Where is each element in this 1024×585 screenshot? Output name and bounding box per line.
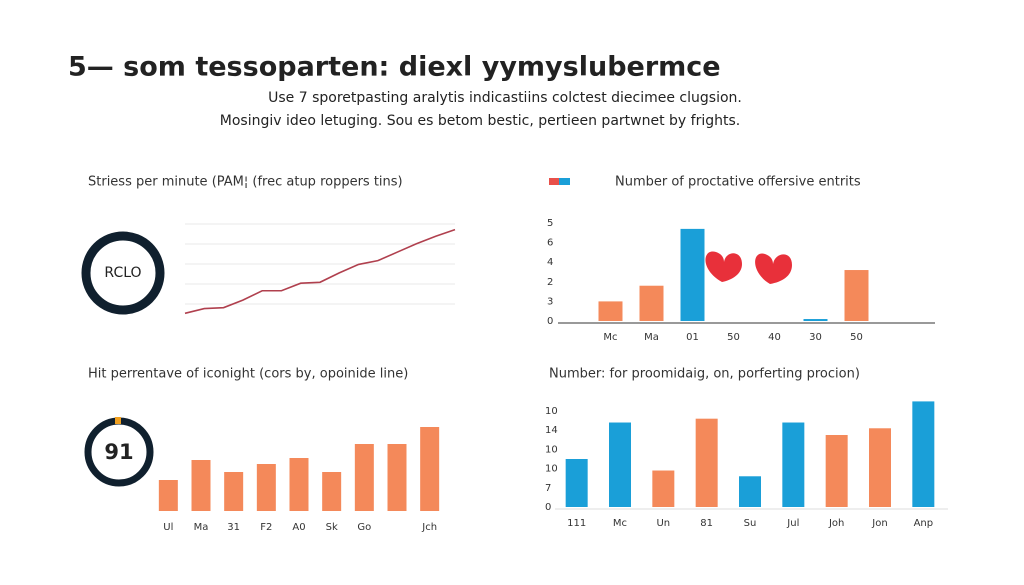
y-tick-label: 14 xyxy=(545,425,558,436)
x-tick-label: Mc xyxy=(613,518,627,529)
bar xyxy=(869,428,891,507)
bar xyxy=(598,301,623,321)
x-tick-label: Jon xyxy=(871,518,887,529)
bar xyxy=(639,285,664,321)
y-tick-label: 7 xyxy=(545,483,551,494)
bar xyxy=(289,458,309,511)
bar xyxy=(680,228,705,321)
x-tick-label: Jch xyxy=(421,522,437,533)
bar xyxy=(782,422,805,507)
bar xyxy=(844,270,869,321)
x-tick-label: 50 xyxy=(727,332,740,343)
x-tick-label: 31 xyxy=(227,522,240,533)
chart-title: Number: for proomidaig, on, porferting p… xyxy=(549,367,860,382)
y-tick-label: 6 xyxy=(547,238,553,249)
legend-swatch xyxy=(559,178,570,185)
bar xyxy=(322,472,342,511)
y-tick-label: 0 xyxy=(547,316,553,327)
x-tick-label: Ma xyxy=(644,332,659,343)
y-tick-label: 4 xyxy=(547,257,553,268)
y-tick-label: 0 xyxy=(545,502,551,513)
bar xyxy=(224,472,244,511)
gauge-label: RCLO xyxy=(104,265,141,281)
x-tick-label: Joh xyxy=(828,518,844,529)
chart-title: Number of proctative offersive entrits xyxy=(615,175,861,190)
bar xyxy=(803,319,828,321)
bar xyxy=(609,422,631,507)
bar xyxy=(387,444,407,511)
bar xyxy=(354,444,374,511)
x-tick-label: A0 xyxy=(292,522,305,533)
x-tick-label: F2 xyxy=(260,522,272,533)
gauge-accent xyxy=(115,417,121,424)
decor-blob xyxy=(705,251,742,282)
bar xyxy=(420,427,440,511)
bar xyxy=(256,464,276,511)
x-tick-label: Jul xyxy=(786,518,799,529)
x-tick-label: Anp xyxy=(914,518,934,529)
bar xyxy=(158,480,178,511)
bar xyxy=(825,435,848,507)
page-title: 5— som tessoparten: diexl yymyslubermce xyxy=(68,52,721,83)
y-tick-label: 5 xyxy=(547,218,553,229)
bar xyxy=(739,476,761,507)
subtitle: Use 7 sporetpasting aralytis indicastiin… xyxy=(268,90,742,106)
legend-swatch xyxy=(549,178,559,185)
subtitle: Mosingiv ideo letuging. Sou es betom bes… xyxy=(220,113,740,129)
x-tick-label: 50 xyxy=(850,332,863,343)
x-tick-label: Su xyxy=(744,518,757,529)
x-tick-label: 01 xyxy=(686,332,699,343)
line-series xyxy=(184,228,456,315)
x-tick-label: Sk xyxy=(326,522,338,533)
x-tick-label: 30 xyxy=(809,332,822,343)
x-tick-label: 40 xyxy=(768,332,781,343)
x-tick-label: 81 xyxy=(700,518,713,529)
x-tick-label: Un xyxy=(656,518,670,529)
bar xyxy=(912,401,935,507)
gauge-label: 91 xyxy=(104,440,133,464)
bar xyxy=(695,418,718,507)
bar xyxy=(565,459,588,507)
y-tick-label: 10 xyxy=(545,406,558,417)
x-tick-label: Ma xyxy=(194,522,209,533)
y-tick-label: 10 xyxy=(545,464,558,475)
bar xyxy=(191,460,211,511)
line-grid xyxy=(185,223,455,305)
gauge-ring xyxy=(81,231,165,315)
decor-blob xyxy=(755,253,792,284)
x-tick-label: Go xyxy=(357,522,371,533)
x-tick-label: 111 xyxy=(567,518,586,529)
y-tick-label: 3 xyxy=(547,296,553,307)
x-tick-label: Mc xyxy=(603,332,617,343)
x-tick-label: Ul xyxy=(163,522,173,533)
y-tick-label: 10 xyxy=(545,444,558,455)
y-tick-label: 2 xyxy=(547,277,553,288)
chart-title: Striess per minute (PAM¦ (frec atup ropp… xyxy=(88,175,403,190)
chart-title: Hit perrentave of iconight (cors by, opo… xyxy=(88,367,408,382)
bar xyxy=(652,470,675,507)
